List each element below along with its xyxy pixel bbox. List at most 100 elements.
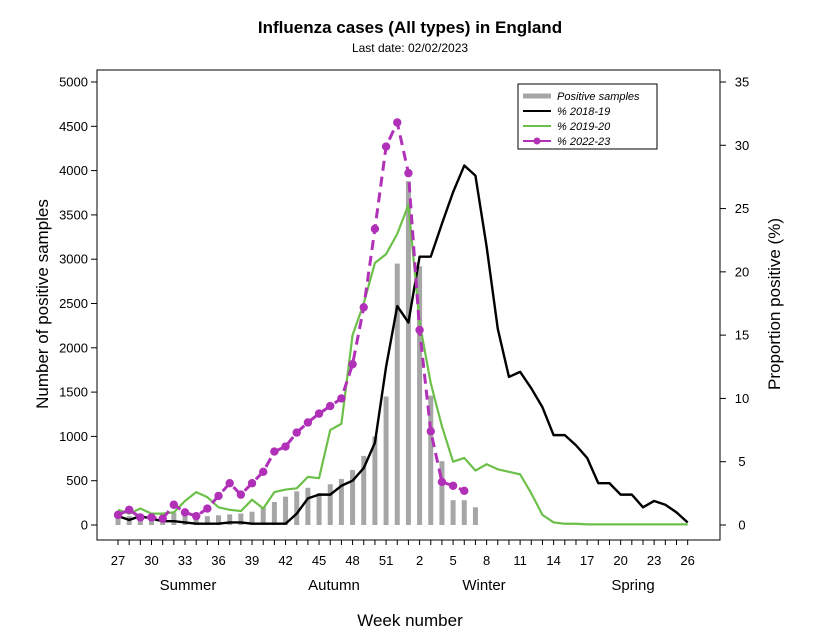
x-tick-label: 11 [513, 553, 527, 568]
x-tick-label: 30 [144, 553, 158, 568]
left-tick-label: 2500 [59, 296, 88, 311]
bar-week-4 [439, 461, 445, 525]
marker-2022-23-week-28 [124, 505, 134, 515]
bar-week-1 [405, 181, 411, 525]
left-tick-label: 1000 [59, 429, 88, 444]
right-tick-label: 5 [738, 454, 745, 469]
marker-2022-23-week-41 [270, 447, 279, 456]
left-tick-label: 2000 [59, 340, 88, 355]
right-tick-label: 35 [735, 75, 749, 90]
line-series-0 [117, 164, 689, 525]
bar-week-43 [294, 491, 300, 525]
bar-week-3 [428, 395, 434, 525]
marker-2022-23-week-33 [180, 508, 190, 517]
x-tick-label: 42 [278, 553, 292, 568]
right-tick-label: 10 [735, 391, 749, 406]
right-tick-label: 30 [735, 138, 749, 153]
right-tick-label: 20 [735, 264, 749, 279]
right-tick-label: 25 [735, 201, 749, 216]
bar-week-32 [171, 512, 177, 525]
marker-2022-23-week-52 [393, 118, 402, 127]
marker-2022-23-week-4 [437, 477, 447, 487]
x-axis-ticks: 27 30 33 36 39 42 45 48 51 2 5 8 11 14 17 20 23 26 [111, 540, 695, 568]
marker-2022-23-week-37 [225, 479, 234, 488]
x-tick-label: 45 [312, 553, 326, 568]
line-series-2 [117, 121, 465, 521]
marker-2022-23-week-2 [415, 325, 424, 335]
marker-2022-23-week-42 [281, 442, 290, 451]
season-label-winter: Winter [462, 577, 505, 594]
left-tick-label: 0 [81, 518, 88, 533]
x-tick-label: 51 [379, 553, 393, 568]
legend-label: % 2022-23 [557, 136, 611, 148]
marker-2022-23-week-43 [292, 428, 301, 437]
x-tick-label: 17 [580, 553, 594, 568]
marker-2022-23-week-30 [147, 513, 156, 522]
season-label-summer: Summer [160, 577, 217, 594]
marker-2022-23-week-31 [158, 514, 167, 523]
legend-label: Positive samples [557, 91, 640, 103]
bar-week-47 [338, 478, 344, 525]
legend-label: % 2019-20 [557, 121, 611, 133]
bar-week-7 [472, 507, 478, 525]
x-tick-label: 2 [416, 553, 423, 568]
x-axis-label: Week number [357, 611, 463, 630]
right-axis-ticks: 0 5 10 15 20 25 30 35 [720, 75, 749, 533]
marker-2022-23-week-1 [404, 168, 413, 178]
marker-2022-23-week-51 [381, 142, 391, 151]
x-tick-label: 26 [680, 553, 694, 568]
bar-week-52 [394, 263, 400, 525]
bar-week-46 [327, 484, 333, 525]
x-tick-label: 39 [245, 553, 259, 568]
season-label-autumn: Autumn [308, 577, 360, 594]
marker-2022-23-week-49 [359, 303, 368, 312]
legend-swatch-marker [533, 137, 541, 145]
bar-week-36 [216, 515, 222, 525]
x-tick-label: 36 [211, 553, 225, 568]
bar-week-41 [271, 501, 277, 525]
left-tick-label: 5000 [59, 75, 88, 90]
bar-week-33 [182, 514, 188, 525]
chart-subtitle: Last date: 02/02/2023 [352, 41, 468, 55]
bar-week-44 [305, 487, 311, 525]
bar-week-42 [283, 496, 289, 525]
y-axis-label-right: Proportion positive (%) [765, 218, 784, 390]
chart-title: Influenza cases (All types) in England [258, 18, 562, 37]
left-tick-label: 4500 [59, 119, 88, 134]
x-tick-label: 23 [647, 553, 661, 568]
x-tick-label: 48 [345, 553, 359, 568]
marker-2022-23-week-40 [259, 467, 268, 477]
x-tick-label: 14 [546, 553, 560, 568]
bar-week-39 [249, 511, 255, 525]
bar-week-5 [450, 500, 456, 525]
left-tick-label: 3500 [59, 207, 88, 222]
left-tick-label: 4000 [59, 163, 88, 178]
chart-legend: Positive samples % 2018-19 % 2019-20 % 2022… [517, 83, 658, 150]
line-series-1 [117, 203, 688, 526]
bar-week-48 [350, 470, 356, 525]
bar-week-6 [461, 500, 467, 525]
x-tick-label: 5 [449, 553, 456, 568]
marker-2022-23-week-5 [448, 481, 458, 490]
marker-2022-23-week-39 [247, 479, 257, 488]
legend-box [517, 83, 658, 150]
left-tick-label: 3000 [59, 252, 88, 267]
marker-2022-23-week-34 [191, 511, 201, 521]
bar-week-27 [115, 517, 121, 525]
bar-week-51 [383, 396, 389, 525]
left-axis-ticks: 0 500 1000 1500 2000 2500 3000 3500 4000 4500 5000 [59, 75, 97, 533]
bar-week-37 [227, 514, 233, 525]
bar-week-35 [204, 516, 210, 525]
bar-week-2 [417, 266, 423, 525]
marker-2022-23-week-6 [460, 486, 469, 496]
marker-2022-23-week-36 [214, 491, 223, 501]
season-label-spring: Spring [611, 577, 654, 594]
marker-2022-23-week-44 [303, 418, 313, 427]
marker-2022-23-week-35 [203, 504, 212, 513]
x-tick-label: 8 [483, 553, 490, 568]
bar-week-40 [260, 507, 266, 525]
marker-2022-23-week-47 [337, 394, 346, 403]
bar-week-50 [372, 436, 378, 525]
